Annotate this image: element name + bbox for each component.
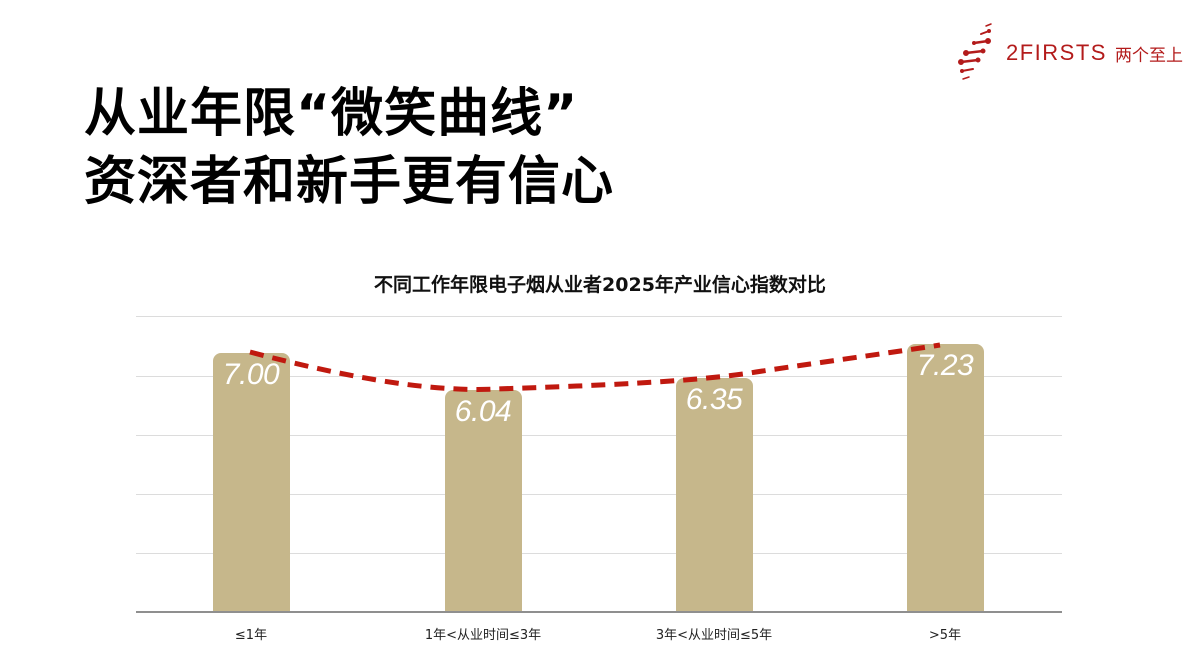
value-label: 6.04 <box>454 395 512 428</box>
brand-logo: 2FIRSTS 两个至上 <box>958 22 1183 84</box>
x-tick-label: 1年<从业时间≤3年 <box>424 628 542 643</box>
title-line-1: 从业年限“微笑曲线” <box>84 84 579 144</box>
x-tick-label: 3年<从业时间≤5年 <box>655 628 773 643</box>
bar-gt-5-years <box>907 344 984 612</box>
brand-name-cn: 两个至上 <box>1114 45 1183 66</box>
value-label: 7.00 <box>222 358 280 391</box>
gridline <box>136 494 1062 495</box>
bar-le-1-year <box>213 353 290 612</box>
smile-curve-trendline <box>249 342 941 392</box>
brand-name: 2FIRSTS <box>1006 40 1107 65</box>
bar-1-to-3-years <box>445 390 522 612</box>
gridline <box>136 435 1062 436</box>
gridline <box>136 376 1062 377</box>
page-title: 从业年限“微笑曲线” 资深者和新手更有信心 <box>84 80 614 216</box>
value-label: 6.35 <box>685 383 743 416</box>
bar-3-to-5-years <box>676 378 753 612</box>
value-label: 7.23 <box>916 349 974 382</box>
gridline <box>136 316 1062 317</box>
x-tick-label: ≤1年 <box>234 628 268 643</box>
gridline <box>136 553 1062 554</box>
chart-plot-area: 7.00 6.04 6.35 7.23 <box>136 300 1062 630</box>
title-line-2: 资深者和新手更有信心 <box>84 152 615 212</box>
dna-helix-icon <box>958 23 992 80</box>
x-tick-label: >5年 <box>928 628 962 643</box>
x-axis-line <box>136 611 1062 613</box>
chart-title: 不同工作年限电子烟从业者2025年产业信心指数对比 <box>374 274 826 296</box>
